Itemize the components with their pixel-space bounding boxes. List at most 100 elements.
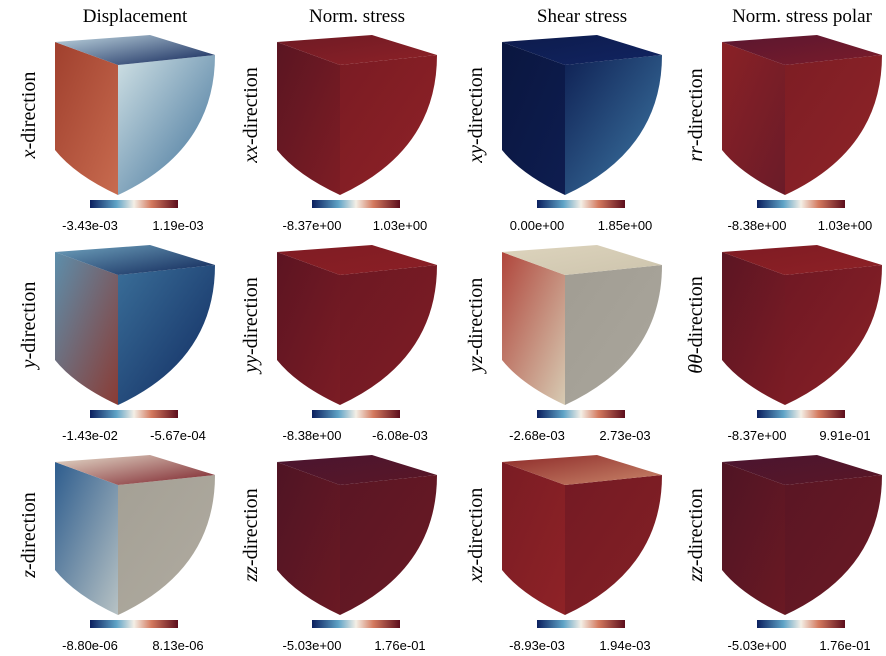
left-face — [722, 252, 785, 405]
colorbar-min: -5.03e+00 — [728, 638, 787, 653]
right-face — [340, 55, 437, 195]
left-face — [277, 42, 340, 195]
left-face — [502, 42, 565, 195]
row-label: xx-direction — [240, 67, 262, 164]
colorbar-min: -8.38e+00 — [728, 218, 787, 233]
colorbar — [312, 200, 400, 208]
cell: zz-direction -5.03e+00 1.76e-01 — [685, 455, 882, 653]
left-face — [55, 462, 118, 615]
row-label-suffix: -direction — [465, 278, 487, 356]
column-title: Norm. stress — [309, 6, 405, 27]
row-label-suffix: -direction — [465, 67, 487, 145]
right-face — [118, 265, 215, 405]
row-label: rr-direction — [685, 68, 707, 161]
colorbar-min: -3.43e-03 — [62, 218, 118, 233]
row-label-symbol: θθ — [685, 354, 707, 374]
row-label-symbol: z — [18, 570, 40, 579]
colorbar-max: 1.76e-01 — [374, 638, 425, 653]
colorbar-max: 1.85e+00 — [598, 218, 653, 233]
column-title: Shear stress — [537, 6, 627, 27]
colorbar — [312, 620, 400, 628]
colorbar-max: 1.76e-01 — [819, 638, 870, 653]
colorbar-max: 1.03e+00 — [373, 218, 428, 233]
right-face — [565, 55, 662, 195]
colorbar-max: -5.67e-04 — [150, 428, 206, 443]
row-label: y-direction — [18, 282, 40, 371]
row-label-symbol: rr — [685, 146, 707, 162]
row-label-symbol: zz — [685, 566, 707, 583]
row-label-symbol: yy — [240, 355, 262, 375]
colorbar-min: 0.00e+00 — [510, 218, 565, 233]
left-face — [722, 462, 785, 615]
colorbar-max: 1.94e-03 — [599, 638, 650, 653]
right-face — [340, 475, 437, 615]
row-label-symbol: x — [18, 149, 40, 159]
row-label-suffix: -direction — [685, 488, 707, 566]
cell: x-direction -3.43e-03 1.19e-03 — [18, 35, 215, 233]
cell: xy-direction 0.00e+00 1.85e+00 — [465, 35, 662, 233]
colorbar-min: -8.38e+00 — [283, 428, 342, 443]
row-label-symbol: xz — [465, 565, 487, 583]
row-label-suffix: -direction — [240, 488, 262, 566]
left-face — [502, 462, 565, 615]
row-label-symbol: xy — [465, 145, 487, 164]
row-label-suffix: -direction — [18, 72, 40, 150]
colorbar-min: -2.68e-03 — [509, 428, 565, 443]
right-face — [565, 265, 662, 405]
row-label: zz-direction — [685, 488, 707, 582]
row-label-symbol: zz — [240, 566, 262, 583]
row-label: xy-direction — [465, 67, 487, 164]
row-label: yy-direction — [240, 277, 262, 375]
colorbar-min: -8.93e-03 — [509, 638, 565, 653]
row-label: yz-direction — [465, 278, 487, 374]
row-label-suffix: -direction — [240, 277, 262, 355]
cell: xz-direction -8.93e-03 1.94e-03 — [465, 455, 662, 653]
cell: yz-direction -2.68e-03 2.73e-03 — [465, 245, 662, 443]
row-label-suffix: -direction — [240, 67, 262, 145]
row-label-symbol: yz — [465, 355, 487, 374]
right-face — [785, 265, 882, 405]
colorbar-min: -5.03e+00 — [283, 638, 342, 653]
cell: y-direction -1.43e-02 -5.67e-04 — [18, 245, 215, 443]
colorbar — [537, 410, 625, 418]
colorbar — [90, 200, 178, 208]
row-label-suffix: -direction — [18, 282, 40, 360]
left-face — [277, 252, 340, 405]
colorbar-max: 9.91e-01 — [819, 428, 870, 443]
left-face — [55, 252, 118, 405]
colorbar-max: -6.08e-03 — [372, 428, 428, 443]
cell: yy-direction -8.38e+00 -6.08e-03 — [240, 245, 437, 443]
colorbar-max: 1.19e-03 — [152, 218, 203, 233]
figure: Displacement Norm. stress Shear stress Norm… — [0, 0, 886, 656]
row-label: z-direction — [18, 492, 40, 579]
colorbar — [90, 410, 178, 418]
colorbar — [757, 200, 845, 208]
colorbar — [757, 620, 845, 628]
row-label: zz-direction — [240, 488, 262, 582]
column-title: Displacement — [83, 6, 188, 27]
row-label-suffix: -direction — [465, 488, 487, 566]
cell: θθ-direction -8.37e+00 9.91e-01 — [685, 245, 882, 443]
left-face — [277, 462, 340, 615]
colorbar — [757, 410, 845, 418]
left-face — [502, 252, 565, 405]
colorbar-max: 2.73e-03 — [599, 428, 650, 443]
colorbar — [537, 620, 625, 628]
cell: rr-direction -8.38e+00 1.03e+00 — [685, 35, 882, 233]
row-label: xz-direction — [465, 488, 487, 583]
cell: zz-direction -5.03e+00 1.76e-01 — [240, 455, 437, 653]
column-title: Norm. stress polar — [732, 6, 873, 27]
right-face — [785, 475, 882, 615]
colorbar-min: -8.37e+00 — [728, 428, 787, 443]
colorbar-max: 8.13e-06 — [152, 638, 203, 653]
right-face — [785, 55, 882, 195]
colorbar — [90, 620, 178, 628]
right-face — [118, 55, 215, 195]
row-label: θθ-direction — [685, 276, 707, 373]
colorbar-min: -1.43e-02 — [62, 428, 118, 443]
row-label: x-direction — [18, 72, 40, 160]
colorbar-max: 1.03e+00 — [818, 218, 873, 233]
right-face — [565, 475, 662, 615]
